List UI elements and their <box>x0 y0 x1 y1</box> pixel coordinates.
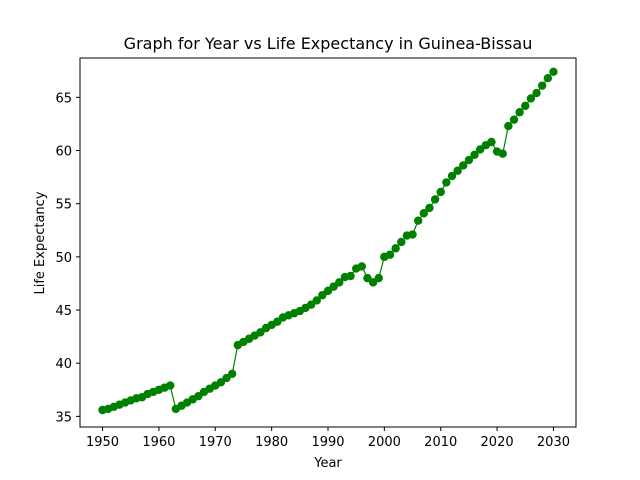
x-tick-label: 2000 <box>368 435 401 450</box>
data-point <box>526 94 536 103</box>
data-point <box>312 296 321 305</box>
data-point <box>447 171 457 181</box>
y-tick-label: 65 <box>55 91 72 106</box>
x-tick-label: 2030 <box>537 435 570 450</box>
x-tick-label: 1980 <box>255 435 288 450</box>
data-point <box>413 216 423 225</box>
data-point <box>498 149 507 158</box>
data-point <box>430 195 440 204</box>
plot-area <box>98 67 558 415</box>
data-point <box>537 81 547 90</box>
x-tick-label: 1970 <box>199 435 232 450</box>
data-point <box>408 230 417 239</box>
data-point <box>464 155 474 165</box>
data-point <box>227 369 237 379</box>
data-point <box>419 209 429 218</box>
data-point <box>470 150 479 159</box>
y-tick-label: 35 <box>55 410 72 425</box>
chart-title: Graph for Year vs Life Expectancy in Gui… <box>124 34 533 53</box>
data-point <box>549 67 558 77</box>
x-axis-label: Year <box>313 456 342 471</box>
data-point <box>346 271 355 281</box>
x-axis: 1950 1960 1970 1980 1990 2000 2010 2020 2030 <box>86 427 570 450</box>
data-point <box>459 161 468 170</box>
data-point <box>487 137 496 147</box>
data-point <box>504 121 513 131</box>
x-tick-label: 2020 <box>481 435 514 450</box>
x-tick-label: 1990 <box>311 435 344 450</box>
data-point <box>532 88 541 98</box>
data-point <box>335 278 344 287</box>
data-point <box>425 203 434 213</box>
data-point <box>509 115 519 124</box>
y-tick-label: 60 <box>55 145 72 160</box>
data-point <box>385 250 395 259</box>
y-tick-label: 40 <box>55 357 72 372</box>
data-point <box>453 166 462 175</box>
data-point <box>391 244 400 253</box>
data-point <box>543 74 553 83</box>
y-tick-label: 55 <box>55 198 72 213</box>
data-point <box>397 237 406 247</box>
y-axis-label: Life Expectancy <box>33 191 48 294</box>
x-tick-label: 2010 <box>424 435 457 450</box>
data-point <box>165 381 175 390</box>
data-point <box>515 108 524 117</box>
y-tick-label: 50 <box>55 251 72 266</box>
y-axis: 35 40 45 50 55 60 65 <box>55 91 80 425</box>
data-point <box>442 178 451 187</box>
data-point <box>436 187 445 197</box>
data-point <box>374 273 383 283</box>
x-tick-label: 1960 <box>142 435 175 450</box>
data-point <box>357 262 367 271</box>
data-point <box>521 101 530 111</box>
x-tick-label: 1950 <box>86 435 119 450</box>
y-tick-label: 45 <box>55 304 72 319</box>
